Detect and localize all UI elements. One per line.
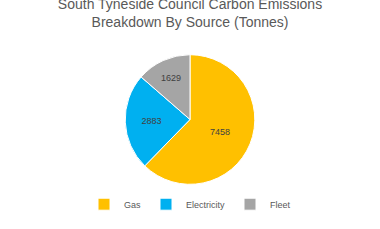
svg-text:Electricity: Electricity xyxy=(186,200,225,210)
svg-text:1629: 1629 xyxy=(161,73,181,83)
svg-text:Fleet: Fleet xyxy=(270,200,291,210)
svg-text:Gas: Gas xyxy=(124,200,141,210)
svg-text:2883: 2883 xyxy=(142,116,162,126)
svg-text:South Tyneside Council Carbon: South Tyneside Council Carbon EmissionsB… xyxy=(58,0,322,30)
svg-text:7458: 7458 xyxy=(210,127,230,137)
